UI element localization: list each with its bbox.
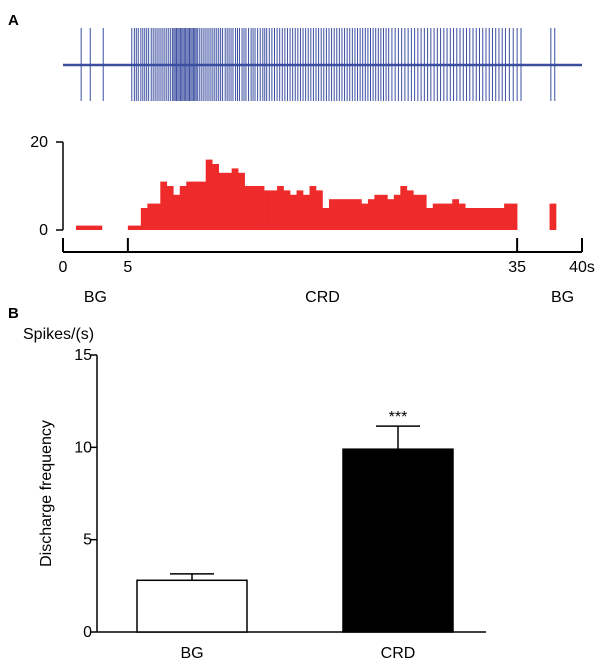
hist-y-tick-label-1: 20: [30, 134, 48, 151]
hist-bar-35: [328, 199, 336, 230]
hist-bar-61: [497, 208, 505, 230]
hist-bar-7: [147, 203, 155, 230]
hist-bar-3: [95, 225, 103, 230]
hist-bar-54: [452, 199, 460, 230]
hist-bar-27: [277, 186, 284, 230]
discharge-frequency-bar-chart: Spikes/(s) Discharge frequency 0 5 10 15 BG CRD…: [23, 326, 486, 662]
time-tick-label-0: 0: [59, 259, 68, 276]
bar-y-tick-label-2: 10: [74, 439, 92, 456]
hist-bar-41: [367, 199, 375, 230]
hist-bar-25: [264, 190, 271, 230]
significance-mark-1: ***: [389, 409, 408, 426]
hist-bar-49: [419, 194, 427, 230]
hist-bar-23: [251, 186, 258, 230]
spike-raster: [63, 28, 582, 101]
period-label-1: CRD: [305, 289, 340, 306]
hist-bar-15: [199, 181, 207, 230]
hist-bar-31: [303, 194, 310, 230]
hist-bar-24: [257, 186, 265, 230]
hist-bar-19: [225, 172, 232, 230]
hist-bar-17: [212, 164, 219, 230]
category-label-0: BG: [180, 645, 203, 662]
hist-bar-51: [432, 203, 440, 230]
hist-bar-63: [510, 203, 518, 230]
hist-bar-58: [478, 208, 485, 230]
panel-a-letter: A: [8, 12, 19, 29]
hist-bar-26: [270, 190, 278, 230]
hist-bar-60: [491, 208, 498, 230]
period-label-2: BG: [551, 289, 574, 306]
hist-bar-59: [484, 208, 492, 230]
time-tick-label-1: 5: [123, 259, 132, 276]
hist-bar-45: [393, 194, 401, 230]
hist-bar-46: [400, 186, 408, 230]
y-axis-label: Discharge frequency: [38, 420, 55, 567]
hist-bar-2: [88, 225, 96, 230]
hist-bar-18: [218, 172, 226, 230]
hist-bar-6: [140, 208, 148, 230]
hist-y-tick-label-0: 0: [39, 222, 48, 239]
hist-bar-56: [465, 208, 473, 230]
hist-bar-42: [374, 194, 382, 230]
hist-bar-14: [192, 181, 200, 230]
hist-bar-40: [361, 203, 369, 230]
hist-bar-22: [244, 186, 252, 230]
hist-bar-48: [413, 194, 421, 230]
hist-bar-33: [316, 190, 323, 230]
hist-bar-10: [166, 186, 174, 230]
period-label-0: BG: [84, 289, 107, 306]
hist-bar-57: [471, 208, 479, 230]
hist-bar-44: [387, 199, 395, 230]
y-axis-units: Spikes/(s): [23, 326, 94, 343]
hist-bar-30: [296, 190, 304, 230]
hist-bar-36: [335, 199, 343, 230]
hist-bar-0: [75, 225, 83, 230]
hist-bar-8: [153, 203, 161, 230]
bar-y-tick-label-1: 5: [83, 532, 92, 549]
hist-bar-9: [160, 181, 168, 230]
hist-bar-4: [127, 225, 135, 230]
time-tick-label-2: 35: [508, 259, 526, 276]
hist-bar-29: [290, 194, 297, 230]
hist-bar-64: [549, 203, 557, 230]
hist-bar-13: [186, 181, 194, 230]
hist-bar-12: [179, 186, 187, 230]
hist-bar-16: [205, 159, 213, 230]
bar-y-tick-label-3: 15: [74, 347, 92, 364]
bar-0: [136, 579, 248, 633]
hist-bar-38: [348, 199, 356, 230]
hist-bar-5: [134, 225, 142, 230]
hist-bar-11: [173, 194, 181, 230]
category-label-1: CRD: [381, 645, 416, 662]
hist-bar-52: [439, 203, 447, 230]
hist-bar-34: [322, 208, 330, 230]
hist-bar-39: [354, 199, 362, 230]
panel-b-letter: B: [8, 305, 19, 322]
hist-bar-21: [238, 172, 245, 230]
hist-bar-1: [82, 225, 90, 230]
hist-bar-43: [380, 194, 388, 230]
hist-bar-53: [445, 203, 453, 230]
hist-bar-32: [309, 186, 317, 230]
hist-bar-28: [283, 190, 291, 230]
hist-bar-55: [458, 203, 466, 230]
hist-bar-47: [406, 190, 414, 230]
bar-y-tick-label-0: 0: [83, 624, 92, 641]
hist-bar-62: [504, 203, 511, 230]
bar-1: [342, 448, 454, 633]
time-axis: 0 5 35 40s BG CRD BG: [59, 238, 595, 306]
hist-bar-50: [426, 208, 434, 230]
time-tick-label-3: 40s: [569, 259, 595, 276]
hist-bar-20: [231, 168, 239, 230]
hist-bar-37: [341, 199, 349, 230]
firing-rate-histogram: 0 20: [30, 134, 557, 239]
